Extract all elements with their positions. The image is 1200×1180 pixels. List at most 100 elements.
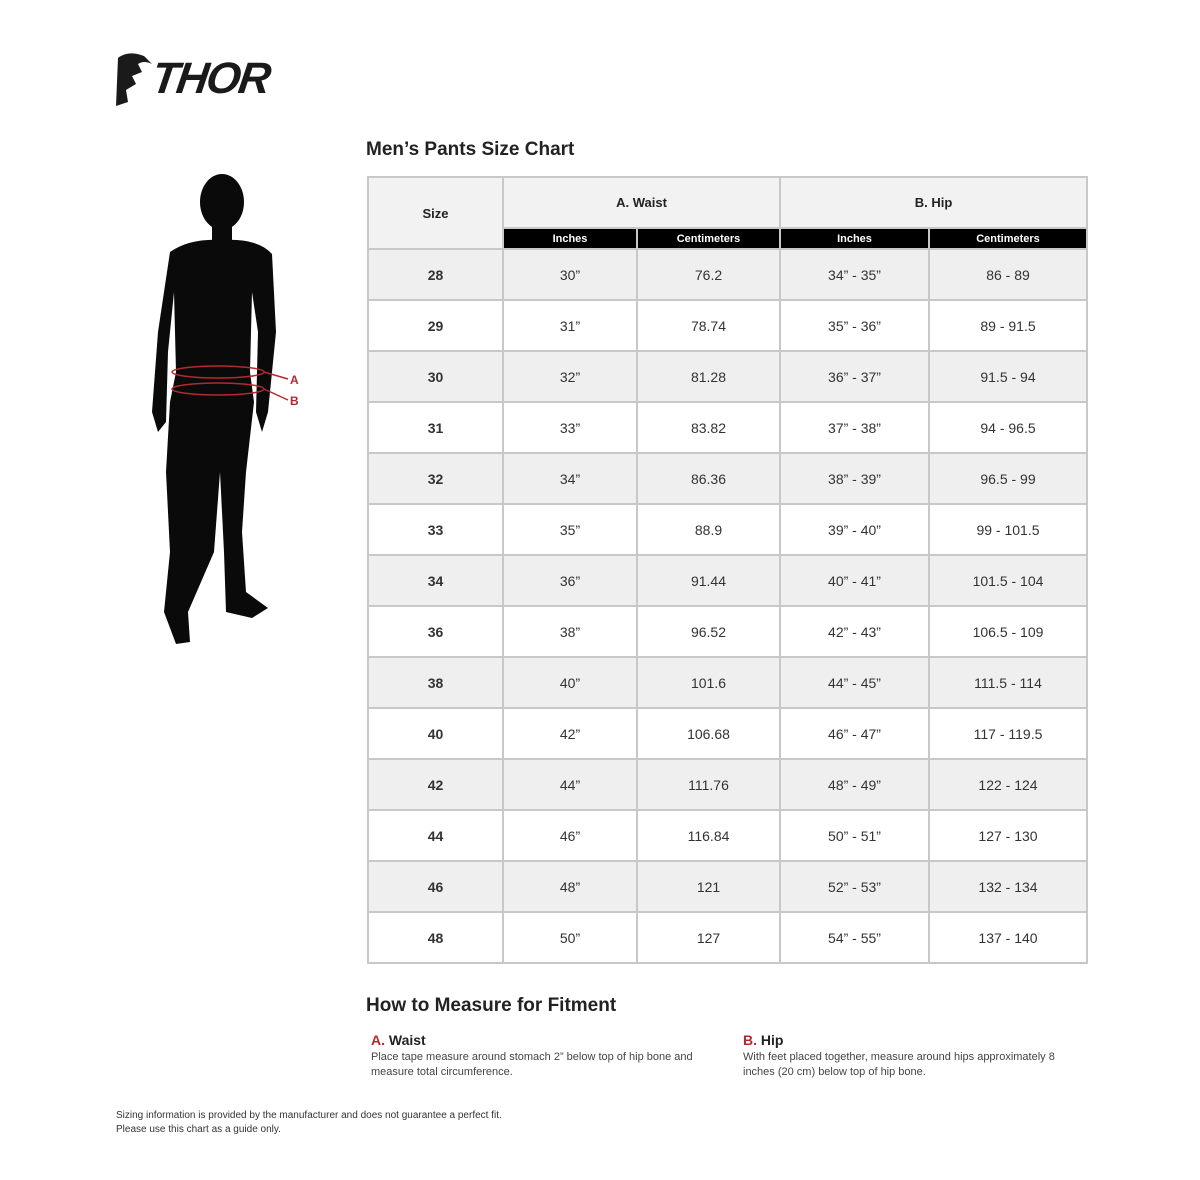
cell-hip-cm: 132 - 134 [928, 860, 1088, 913]
cell-hip-cm: 137 - 140 [928, 911, 1088, 964]
cell-waist-inches: 33” [502, 401, 638, 454]
disclaimer: Sizing information is provided by the ma… [116, 1109, 502, 1137]
cell-waist-cm: 86.36 [636, 452, 781, 505]
cell-size: 31 [367, 401, 504, 454]
cell-hip-inches: 39” - 40” [779, 503, 930, 556]
cell-size: 44 [367, 809, 504, 862]
cell-size: 46 [367, 860, 504, 913]
waist-label: Waist [388, 1032, 426, 1048]
table-row: 29 31” 78.74 35” - 36” 89 - 91.5 [367, 299, 1088, 352]
cell-waist-cm: 111.76 [636, 758, 781, 811]
cell-size: 36 [367, 605, 504, 658]
table-row: 46 48” 121 52” - 53” 132 - 134 [367, 860, 1088, 913]
cell-hip-cm: 122 - 124 [928, 758, 1088, 811]
waist-header: A. Waist [502, 176, 781, 229]
page-title: Men’s Pants Size Chart [366, 139, 575, 160]
cell-size: 30 [367, 350, 504, 403]
subheader-waist-inches: Inches [502, 228, 638, 250]
size-header: Size [367, 176, 504, 250]
cell-hip-inches: 46” - 47” [779, 707, 930, 760]
cell-hip-inches: 50” - 51” [779, 809, 930, 862]
cell-size: 48 [367, 911, 504, 964]
cell-waist-inches: 50” [502, 911, 638, 964]
cell-hip-cm: 91.5 - 94 [928, 350, 1088, 403]
hip-label: Hip [760, 1032, 784, 1048]
cell-hip-inches: 36” - 37” [779, 350, 930, 403]
cell-hip-inches: 44” - 45” [779, 656, 930, 709]
table-row: 42 44” 111.76 48” - 49” 122 - 124 [367, 758, 1088, 811]
cell-waist-cm: 127 [636, 911, 781, 964]
marker-a: A [290, 373, 299, 387]
subheader-hip-inches: Inches [779, 228, 930, 250]
cell-waist-inches: 46” [502, 809, 638, 862]
cell-hip-inches: 37” - 38” [779, 401, 930, 454]
cell-hip-cm: 106.5 - 109 [928, 605, 1088, 658]
hip-header: B. Hip [779, 176, 1088, 229]
table-row: 33 35” 88.9 39” - 40” 99 - 101.5 [367, 503, 1088, 556]
table-row: 31 33” 83.82 37” - 38” 94 - 96.5 [367, 401, 1088, 454]
table-row: 28 30” 76.2 34” - 35” 86 - 89 [367, 248, 1088, 301]
thor-logo: THOR [114, 50, 289, 108]
table-row: 36 38” 96.52 42” - 43” 106.5 - 109 [367, 605, 1088, 658]
size-table: Size A. Waist B. Hip Inches Centimeters … [367, 176, 1088, 964]
cell-size: 32 [367, 452, 504, 505]
cell-waist-cm: 116.84 [636, 809, 781, 862]
cell-hip-cm: 127 - 130 [928, 809, 1088, 862]
cell-size: 40 [367, 707, 504, 760]
cell-waist-cm: 101.6 [636, 656, 781, 709]
cell-waist-cm: 91.44 [636, 554, 781, 607]
cell-hip-cm: 89 - 91.5 [928, 299, 1088, 352]
table-row: 34 36” 91.44 40” - 41” 101.5 - 104 [367, 554, 1088, 607]
table-row: 48 50” 127 54” - 55” 137 - 140 [367, 911, 1088, 964]
cell-waist-inches: 32” [502, 350, 638, 403]
disclaimer-line: Sizing information is provided by the ma… [116, 1110, 502, 1121]
cell-hip-inches: 42” - 43” [779, 605, 930, 658]
cell-waist-inches: 38” [502, 605, 638, 658]
cell-size: 34 [367, 554, 504, 607]
cell-waist-inches: 34” [502, 452, 638, 505]
hip-letter: B. [743, 1032, 757, 1048]
cell-size: 29 [367, 299, 504, 352]
cell-waist-inches: 35” [502, 503, 638, 556]
cell-waist-cm: 121 [636, 860, 781, 913]
table-row: 40 42” 106.68 46” - 47” 117 - 119.5 [367, 707, 1088, 760]
cell-waist-inches: 42” [502, 707, 638, 760]
cell-hip-inches: 35” - 36” [779, 299, 930, 352]
cell-waist-inches: 44” [502, 758, 638, 811]
cell-hip-cm: 86 - 89 [928, 248, 1088, 301]
cell-waist-cm: 83.82 [636, 401, 781, 454]
logo-text: THOR [148, 54, 273, 103]
cell-waist-cm: 81.28 [636, 350, 781, 403]
cell-hip-cm: 96.5 - 99 [928, 452, 1088, 505]
cell-hip-inches: 54” - 55” [779, 911, 930, 964]
cell-hip-cm: 99 - 101.5 [928, 503, 1088, 556]
cell-size: 28 [367, 248, 504, 301]
table-row: 30 32” 81.28 36” - 37” 91.5 - 94 [367, 350, 1088, 403]
cell-hip-inches: 38” - 39” [779, 452, 930, 505]
cell-hip-inches: 48” - 49” [779, 758, 930, 811]
table-row: 44 46” 116.84 50” - 51” 127 - 130 [367, 809, 1088, 862]
waist-instructions: Place tape measure around stomach 2” bel… [371, 1051, 693, 1078]
cell-hip-inches: 34” - 35” [779, 248, 930, 301]
cell-waist-inches: 31” [502, 299, 638, 352]
cell-hip-inches: 52” - 53” [779, 860, 930, 913]
cell-waist-cm: 76.2 [636, 248, 781, 301]
table-row: 38 40” 101.6 44” - 45” 111.5 - 114 [367, 656, 1088, 709]
cell-waist-inches: 40” [502, 656, 638, 709]
cell-hip-cm: 111.5 - 114 [928, 656, 1088, 709]
cell-waist-inches: 36” [502, 554, 638, 607]
cell-waist-cm: 96.52 [636, 605, 781, 658]
subheader-hip-cm: Centimeters [928, 228, 1088, 250]
hip-instructions: With feet placed together, measure aroun… [743, 1051, 1055, 1078]
cell-size: 33 [367, 503, 504, 556]
subheader-waist-cm: Centimeters [636, 228, 781, 250]
cell-hip-cm: 94 - 96.5 [928, 401, 1088, 454]
cell-size: 42 [367, 758, 504, 811]
cell-hip-inches: 40” - 41” [779, 554, 930, 607]
waist-letter: A. [371, 1032, 385, 1048]
marker-b: B [290, 394, 299, 408]
cell-hip-cm: 101.5 - 104 [928, 554, 1088, 607]
body-silhouette: A B [152, 174, 299, 644]
table-row: 32 34” 86.36 38” - 39” 96.5 - 99 [367, 452, 1088, 505]
cell-waist-cm: 78.74 [636, 299, 781, 352]
